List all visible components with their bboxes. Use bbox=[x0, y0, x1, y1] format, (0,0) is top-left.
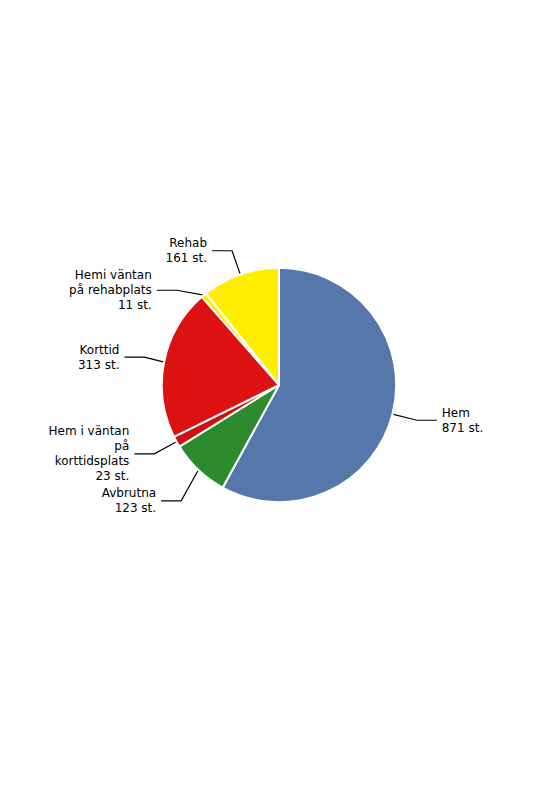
svg-text:871 st.: 871 st. bbox=[442, 421, 484, 435]
svg-text:Hem i väntan: Hem i väntan bbox=[49, 424, 130, 438]
svg-text:161 st.: 161 st. bbox=[166, 251, 208, 265]
svg-text:korttidsplats: korttidsplats bbox=[55, 454, 130, 468]
svg-text:Korttid: Korttid bbox=[80, 343, 120, 357]
svg-text:Hem: Hem bbox=[442, 406, 470, 420]
svg-text:Avbrutna: Avbrutna bbox=[102, 486, 156, 500]
svg-text:23 st.: 23 st. bbox=[95, 469, 129, 483]
svg-text:på rehabplats: på rehabplats bbox=[69, 283, 152, 297]
svg-text:på: på bbox=[114, 439, 129, 453]
svg-text:Hemi väntan: Hemi väntan bbox=[75, 268, 152, 282]
svg-text:123 st.: 123 st. bbox=[115, 501, 157, 515]
svg-text:11 st.: 11 st. bbox=[118, 298, 152, 312]
svg-text:Rehab: Rehab bbox=[169, 236, 207, 250]
svg-text:313 st.: 313 st. bbox=[78, 358, 120, 372]
